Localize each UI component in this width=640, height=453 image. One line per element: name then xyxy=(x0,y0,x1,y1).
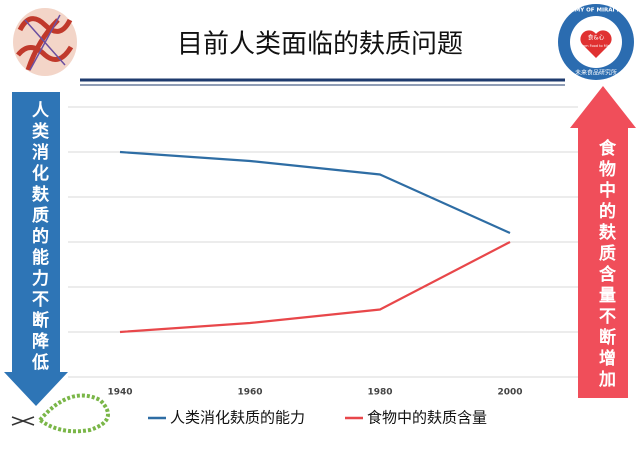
left-arrow-label: 人类消化麸质的能力不断降低 xyxy=(28,101,48,374)
legend-label: 人类消化麸质的能力 xyxy=(170,409,305,427)
logo-heart: 食&心 xyxy=(588,34,605,42)
logo-chinese: 未来食品研究所 xyxy=(575,69,617,77)
x-tick-label: 2000 xyxy=(497,388,522,398)
logo-ring-text: ACADEMY OF MIRAI FOODS xyxy=(554,8,638,14)
x-tick-label: 1940 xyxy=(107,388,132,398)
logo-tagline: From Food to Mind xyxy=(580,44,612,48)
slide-title: 目前人类面临的麸质问题 xyxy=(177,30,463,60)
bead-chain xyxy=(11,393,110,434)
x-tick-label: 1980 xyxy=(367,388,392,398)
protein-icon xyxy=(13,8,77,76)
data-line xyxy=(119,241,511,334)
x-tick-label: 1960 xyxy=(237,388,262,398)
right-arrow-label: 食物中的麸质含量不断增加 xyxy=(595,139,615,391)
down-arrow xyxy=(4,92,68,406)
data-line xyxy=(119,150,511,235)
up-arrow xyxy=(570,86,636,398)
legend-label: 食物中的麸质含量 xyxy=(367,409,487,427)
logo: 食&心 From Food to Mind ACADEMY OF MIRAI F… xyxy=(554,4,638,80)
